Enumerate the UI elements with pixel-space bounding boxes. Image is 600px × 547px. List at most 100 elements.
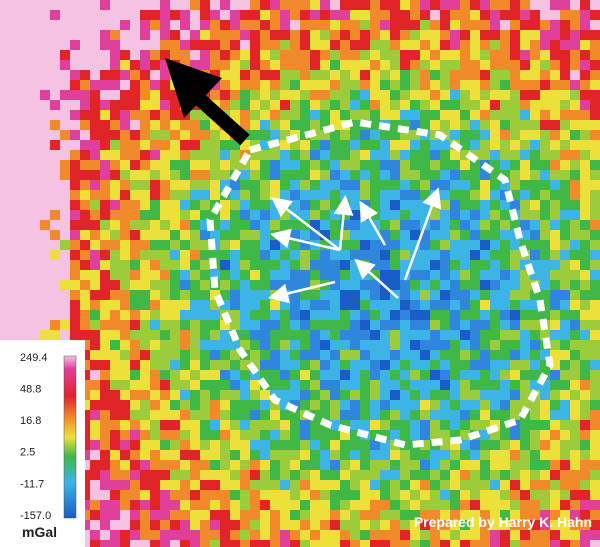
cell <box>240 460 250 470</box>
cell <box>250 70 260 80</box>
cell <box>160 10 170 20</box>
cell <box>230 280 240 290</box>
cell <box>400 410 410 420</box>
cell <box>50 150 60 160</box>
cell <box>90 520 100 530</box>
cell <box>540 530 550 540</box>
cell <box>320 90 330 100</box>
cell <box>330 300 340 310</box>
cell <box>130 490 140 500</box>
cell <box>310 250 320 260</box>
cell <box>190 260 200 270</box>
cell <box>470 70 480 80</box>
cell <box>200 390 210 400</box>
cell <box>30 210 40 220</box>
cell <box>430 350 440 360</box>
cell <box>60 50 70 60</box>
cell <box>580 180 590 190</box>
cell <box>540 20 550 30</box>
cell <box>380 100 390 110</box>
cell <box>570 330 580 340</box>
cell <box>590 330 600 340</box>
unit-label: mGal <box>22 524 57 540</box>
cell <box>290 520 300 530</box>
cell <box>350 270 360 280</box>
cell <box>140 20 150 30</box>
cell <box>500 390 510 400</box>
cell <box>490 180 500 190</box>
cell <box>520 540 530 547</box>
cell <box>540 460 550 470</box>
cell <box>580 230 590 240</box>
cell <box>420 490 430 500</box>
cell <box>440 240 450 250</box>
cell <box>240 100 250 110</box>
cell <box>400 300 410 310</box>
cell <box>360 190 370 200</box>
cell <box>190 390 200 400</box>
cell <box>320 250 330 260</box>
cell <box>340 340 350 350</box>
cell <box>490 60 500 70</box>
cell <box>480 210 490 220</box>
cell <box>360 440 370 450</box>
cell <box>550 440 560 450</box>
cell <box>530 350 540 360</box>
cell <box>250 480 260 490</box>
cell <box>420 480 430 490</box>
cell <box>50 0 60 10</box>
cell <box>90 70 100 80</box>
cell <box>490 270 500 280</box>
cell <box>240 450 250 460</box>
cell <box>70 30 80 40</box>
cell <box>300 270 310 280</box>
cell <box>270 110 280 120</box>
cell <box>330 110 340 120</box>
cell <box>380 80 390 90</box>
cell <box>70 210 80 220</box>
cell <box>410 230 420 240</box>
cell <box>430 450 440 460</box>
cell <box>450 200 460 210</box>
cell <box>340 80 350 90</box>
cell <box>10 20 20 30</box>
cell <box>270 0 280 10</box>
cell <box>540 290 550 300</box>
cell <box>380 10 390 20</box>
cell <box>160 320 170 330</box>
cell <box>430 360 440 370</box>
cell <box>580 210 590 220</box>
cell <box>150 220 160 230</box>
cell <box>0 180 10 190</box>
cell <box>350 490 360 500</box>
cell <box>290 160 300 170</box>
cell <box>220 410 230 420</box>
cell <box>120 530 130 540</box>
cell <box>440 490 450 500</box>
cell <box>30 280 40 290</box>
cell <box>450 100 460 110</box>
cell <box>320 70 330 80</box>
cell <box>410 270 420 280</box>
cell <box>590 0 600 10</box>
cell <box>70 120 80 130</box>
cell <box>290 80 300 90</box>
cell <box>580 50 590 60</box>
cell <box>290 480 300 490</box>
cell <box>50 240 60 250</box>
cell <box>240 400 250 410</box>
cell <box>290 20 300 30</box>
cell <box>390 330 400 340</box>
cell <box>340 470 350 480</box>
cell <box>120 430 130 440</box>
cell <box>290 170 300 180</box>
cell <box>390 160 400 170</box>
cell <box>550 120 560 130</box>
cell <box>500 540 510 547</box>
cell <box>240 510 250 520</box>
cell <box>470 410 480 420</box>
cell <box>550 270 560 280</box>
cell <box>50 70 60 80</box>
cell <box>400 370 410 380</box>
cell <box>360 400 370 410</box>
